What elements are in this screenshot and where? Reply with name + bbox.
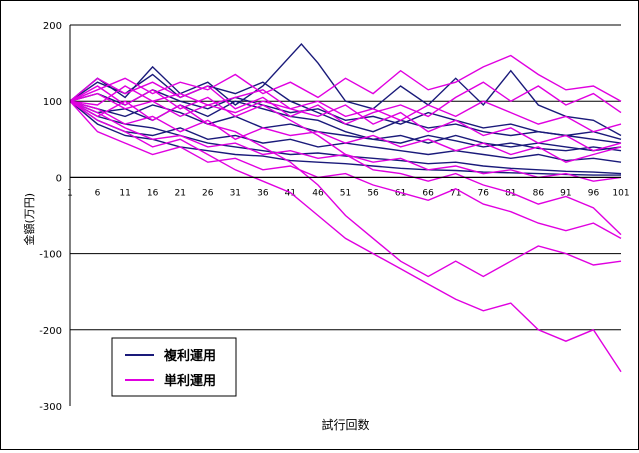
series-line-simple <box>69 77 622 125</box>
x-axis-tick-labels: 1611162126313641465156616671768186919610… <box>67 188 629 198</box>
series-line-compound <box>69 100 621 176</box>
legend-label: 複利運用 <box>163 348 216 364</box>
x-tick-label: 11 <box>119 188 130 198</box>
series-line-simple <box>69 100 622 373</box>
y-tick-label: -100 <box>39 250 62 261</box>
x-tick-label: 31 <box>230 188 241 198</box>
x-tick-label: 76 <box>478 188 490 198</box>
x-tick-label: 101 <box>612 188 629 198</box>
series-line-compound <box>69 100 622 175</box>
y-tick-label: -200 <box>39 326 62 337</box>
legend-box <box>111 337 237 397</box>
x-tick-label: 16 <box>147 188 159 198</box>
series-line-simple <box>69 92 622 152</box>
legend-label: 単利運用 <box>164 373 216 389</box>
series-line-simple <box>69 85 622 236</box>
series-line-simple <box>69 85 622 133</box>
series-line-simple <box>69 100 622 278</box>
y-tick-label: 100 <box>43 97 62 108</box>
x-tick-label: 61 <box>395 188 406 198</box>
series-line-simple <box>69 100 622 182</box>
series-line-simple <box>69 100 622 240</box>
y-axis-label: 金額(万円) <box>22 193 36 246</box>
series-line-compound <box>69 100 622 152</box>
y-tick-label: -300 <box>39 402 62 413</box>
x-tick-label: 36 <box>257 188 269 198</box>
x-tick-label: 56 <box>367 188 379 198</box>
series-line-compound <box>69 42 622 137</box>
y-tick-label: 0 <box>56 173 62 184</box>
y-tick-label: 200 <box>43 21 62 32</box>
series-lines <box>69 42 622 373</box>
x-tick-label: 26 <box>202 188 214 198</box>
x-tick-label: 71 <box>450 188 461 198</box>
x-tick-label: 51 <box>340 188 351 198</box>
x-tick-label: 46 <box>312 188 324 198</box>
x-tick-label: 21 <box>174 188 185 198</box>
x-tick-label: 91 <box>560 188 571 198</box>
series-line-compound <box>69 89 622 144</box>
x-axis-label: 試行回数 <box>321 417 369 432</box>
x-tick-label: 86 <box>533 188 545 198</box>
series-line-simple <box>69 54 622 102</box>
x-tick-label: 96 <box>588 188 600 198</box>
y-axis-tick-labels: 200 100 0 -100 -200 -300 <box>39 21 62 413</box>
x-tick-label: 81 <box>505 188 516 198</box>
series-line-compound <box>69 73 622 140</box>
x-tick-label: 66 <box>422 188 434 198</box>
series-line-simple <box>69 100 622 163</box>
gridlines <box>70 24 621 331</box>
x-tick-label: 6 <box>95 188 101 198</box>
